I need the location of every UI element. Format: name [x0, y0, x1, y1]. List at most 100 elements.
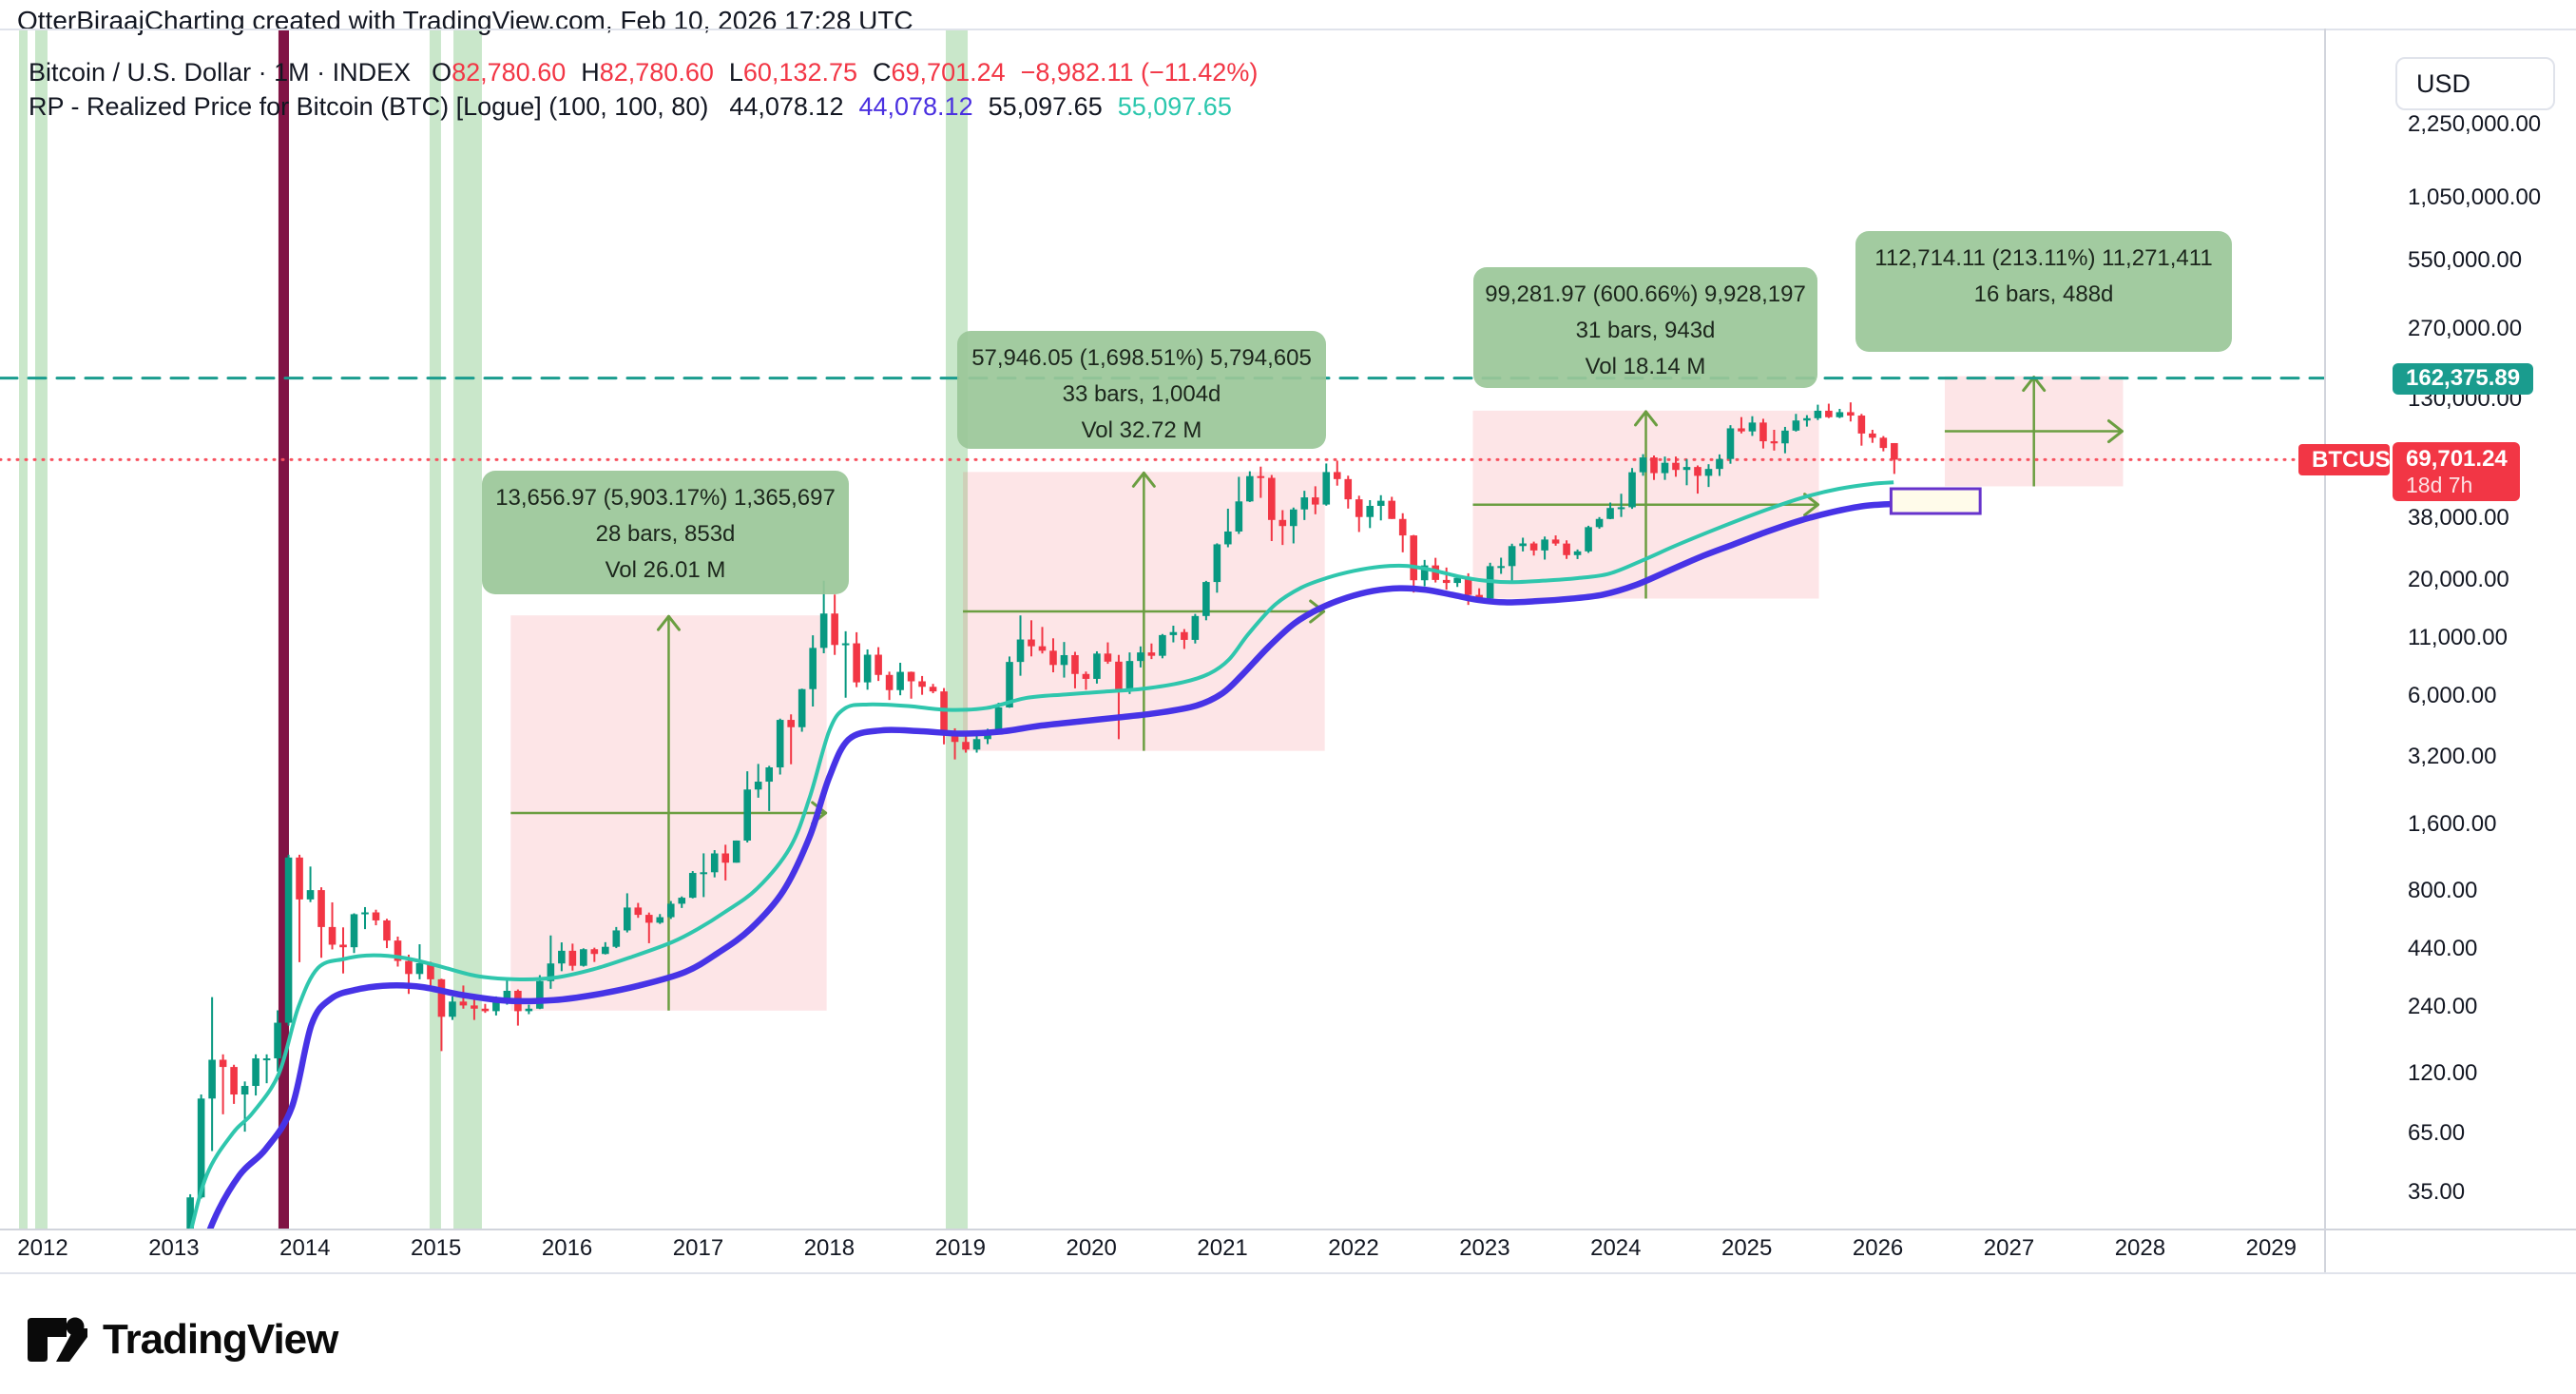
projection-rectangle[interactable]	[1889, 487, 1982, 515]
close-value: 69,701.24	[891, 58, 1006, 87]
candle	[1147, 652, 1156, 656]
green-vertical-band	[35, 29, 48, 1229]
candle	[427, 962, 434, 979]
y-axis-tick: 20,000.00	[2408, 567, 2509, 593]
candle	[612, 930, 621, 947]
x-axis-tick: 2024	[1590, 1235, 1642, 1261]
candle	[1376, 500, 1385, 506]
symbol-price-tag: BTCUSD	[2298, 444, 2407, 476]
candle	[656, 917, 664, 923]
candle	[1137, 652, 1144, 662]
candle	[306, 890, 315, 900]
candle	[1508, 546, 1516, 567]
candle	[1311, 497, 1319, 505]
symbol-title: Bitcoin / U.S. Dollar · 1M · INDEX	[29, 58, 412, 87]
candle	[1235, 501, 1243, 532]
realized-price-fast-line	[189, 480, 1894, 1229]
y-axis-tick: 240.00	[2408, 994, 2478, 1020]
x-axis-tick: 2013	[148, 1235, 200, 1261]
candle	[503, 990, 511, 998]
candle	[240, 1086, 249, 1095]
candle	[1716, 458, 1723, 470]
candle	[678, 898, 686, 904]
measure-label-2016-2018[interactable]: 13,656.97 (5,903.17%) 1,365,697 28 bars,…	[482, 471, 849, 594]
y-axis-tick: 1,050,000.00	[2408, 184, 2542, 211]
candle	[568, 950, 577, 966]
candle	[1006, 662, 1013, 707]
candle	[798, 688, 806, 727]
candle	[1628, 472, 1636, 508]
measure-label-2019-2021[interactable]: 57,946.05 (1,698.51%) 5,794,605 33 bars,…	[957, 331, 1326, 449]
candle	[994, 707, 1003, 733]
candle	[787, 720, 795, 727]
candle	[459, 1001, 468, 1006]
candle	[929, 687, 937, 692]
candle	[1879, 437, 1888, 449]
candle	[1519, 543, 1527, 547]
candle	[317, 890, 325, 927]
measure-label-projection[interactable]: 112,714.11 (213.11%) 11,271,411 16 bars,…	[1855, 231, 2232, 352]
measure-range-line: 112,714.11 (213.11%) 11,271,411	[1874, 245, 2213, 271]
candle	[405, 960, 413, 975]
indicator-title: RP - Realized Price for Bitcoin (BTC) [L…	[29, 92, 709, 121]
candle	[471, 1005, 478, 1009]
candle	[1181, 631, 1188, 640]
candle	[536, 980, 544, 1009]
candle	[809, 648, 817, 689]
legend-symbol-row[interactable]: Bitcoin / U.S. Dollar · 1M · INDEX O82,78…	[29, 58, 1258, 87]
candle	[972, 739, 981, 750]
candle	[252, 1058, 260, 1087]
x-axis-tick: 2020	[1066, 1235, 1117, 1261]
candle	[1803, 417, 1811, 421]
candle	[602, 946, 609, 955]
candle	[1541, 539, 1548, 551]
candle	[449, 1001, 456, 1017]
y-axis-tick: 550,000.00	[2408, 246, 2523, 273]
y-axis-tick: 65.00	[2408, 1119, 2466, 1146]
candle	[1551, 539, 1560, 544]
candle	[841, 643, 850, 646]
candle	[1082, 673, 1090, 679]
currency-button[interactable]: USD	[2395, 57, 2555, 110]
candle	[819, 613, 828, 649]
last-price-value: 69,701.24	[2406, 446, 2508, 473]
rp-value-1: 44,078.12	[729, 92, 844, 121]
candle	[710, 853, 719, 873]
candle	[1704, 469, 1713, 476]
candle	[1464, 577, 1472, 595]
candle	[1028, 639, 1035, 647]
candle	[1759, 422, 1767, 442]
candle	[1366, 505, 1375, 517]
x-axis-tick: 2027	[1983, 1235, 2035, 1261]
measure-bars-line: 28 bars, 853d	[595, 521, 736, 547]
y-axis-tick: 35.00	[2408, 1179, 2466, 1206]
footer-divider	[0, 1272, 2576, 1274]
candle	[1814, 410, 1822, 418]
candle	[1825, 410, 1833, 417]
candle	[1246, 475, 1254, 502]
realized-price-slow-line	[206, 500, 1894, 1229]
legend-indicator-row[interactable]: RP - Realized Price for Bitcoin (BTC) [L…	[29, 92, 1247, 122]
tradingview-logo-text: TradingView	[103, 1316, 338, 1363]
header-divider	[0, 29, 2576, 30]
candle	[415, 962, 424, 975]
tradingview-logo[interactable]: TradingView	[27, 1316, 338, 1364]
candle	[1650, 457, 1658, 474]
candle	[1869, 433, 1876, 438]
candle	[1891, 442, 1898, 460]
open-label: O	[432, 58, 452, 87]
measure-label-2023-2025[interactable]: 99,281.97 (600.66%) 9,928,197 31 bars, 9…	[1473, 267, 1817, 388]
candle	[1093, 653, 1101, 679]
open-value: 82,780.60	[452, 58, 567, 87]
candle	[1726, 428, 1735, 459]
candle	[1289, 509, 1298, 527]
high-label: H	[581, 58, 600, 87]
candle	[831, 613, 838, 646]
candle	[624, 907, 631, 931]
x-axis-tick: 2021	[1197, 1235, 1248, 1261]
candle	[1442, 579, 1451, 584]
measure-volume-line: Vol 32.72 M	[1081, 417, 1202, 443]
candle	[853, 643, 860, 683]
candle	[1836, 412, 1844, 417]
